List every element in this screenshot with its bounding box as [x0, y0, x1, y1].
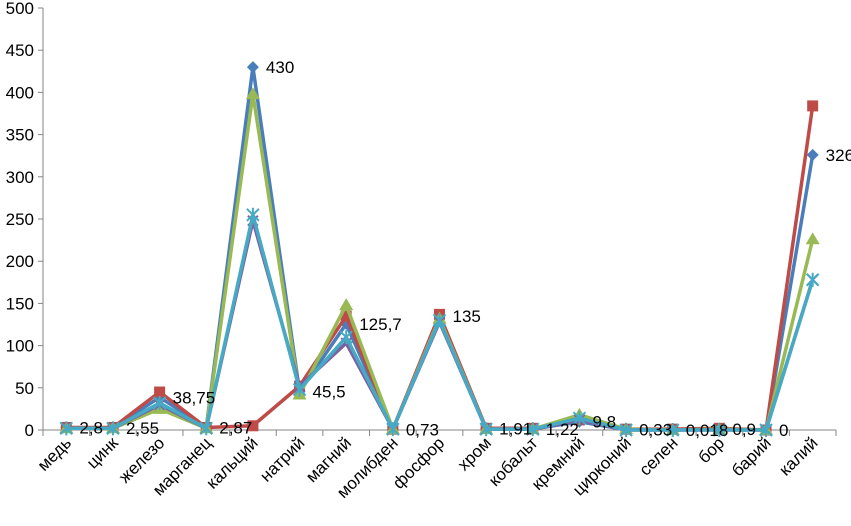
x-tick-label: цинк: [83, 433, 122, 472]
data-point: [759, 423, 773, 437]
x-tick-label: хром: [454, 433, 495, 474]
data-label: 125,7: [359, 315, 402, 334]
series-3: [59, 87, 820, 435]
data-point: [807, 100, 819, 112]
series-1: [60, 61, 819, 436]
data-label: 0,018: [686, 421, 729, 440]
data-label: 135: [453, 307, 481, 326]
data-point: [339, 298, 354, 311]
data-point: [246, 61, 259, 74]
data-point: [479, 422, 493, 437]
data-point: [152, 395, 167, 410]
data-point: [154, 386, 166, 398]
data-point: [106, 421, 120, 436]
data-point: [339, 330, 353, 345]
y-tick-label: 200: [6, 252, 34, 271]
data-point: [245, 87, 260, 100]
y-tick-label: 50: [15, 379, 34, 398]
data-point: [666, 423, 680, 437]
data-labels: 2,8 2,55 38,752,87 430 45,5 125,7 0,73 135 1,91 1…: [79, 58, 851, 440]
data-point: [572, 411, 587, 426]
y-tick-label: 250: [6, 210, 34, 229]
data-point: [712, 423, 727, 437]
data-point: [386, 422, 400, 437]
y-tick-label: 150: [6, 294, 34, 313]
data-label: 0: [779, 421, 788, 440]
data-label: 1,22: [546, 420, 579, 439]
data-point: [432, 313, 447, 328]
data-point: [806, 148, 819, 161]
data-point: [292, 382, 307, 397]
data-label: 2,87: [219, 419, 252, 438]
x-tick-label: селен: [635, 433, 681, 479]
data-point: [59, 421, 74, 436]
data-label: 0,33: [639, 421, 672, 440]
data-label: 2,55: [126, 419, 159, 438]
data-label: 9,8: [592, 413, 616, 432]
x-tick-label: барий: [728, 433, 775, 480]
data-label: 38,75: [173, 388, 216, 407]
data-point: [340, 310, 352, 322]
y-tick-label: 100: [6, 337, 34, 356]
data-label: 0,9: [732, 420, 756, 439]
data-point: [805, 232, 820, 245]
series-line: [66, 65, 815, 432]
data-label: 0,73: [406, 420, 439, 439]
y-tick-label: 300: [6, 168, 34, 187]
series-5: [59, 207, 820, 437]
y-tick-label: 500: [6, 0, 34, 18]
x-tick-label: медь: [34, 433, 75, 474]
data-point: [247, 420, 259, 432]
series-2: [60, 100, 819, 436]
data-label: 326: [826, 146, 851, 165]
data-point: [526, 422, 540, 437]
data-label: 2,8: [79, 419, 103, 438]
data-label: 1,91: [499, 419, 532, 438]
series-line: [66, 105, 815, 432]
y-tick-label: 450: [6, 41, 34, 60]
data-point: [246, 207, 260, 222]
y-tick-label: 350: [6, 126, 34, 145]
data-label: 430: [266, 58, 294, 77]
data-point: [199, 421, 213, 436]
x-tick-label: калий: [775, 433, 821, 479]
y-tick-label: 0: [25, 421, 34, 440]
series-line: [66, 92, 815, 432]
data-point: [805, 272, 820, 287]
data-point: [619, 423, 633, 437]
data-label: 45,5: [313, 383, 346, 402]
series-layer: [59, 61, 820, 437]
x-tick-label: фосфор: [389, 433, 448, 492]
y-tick-label: 400: [6, 83, 34, 102]
x-tick-label: натрий: [256, 433, 308, 485]
x-tick-label: кальций: [202, 433, 261, 492]
